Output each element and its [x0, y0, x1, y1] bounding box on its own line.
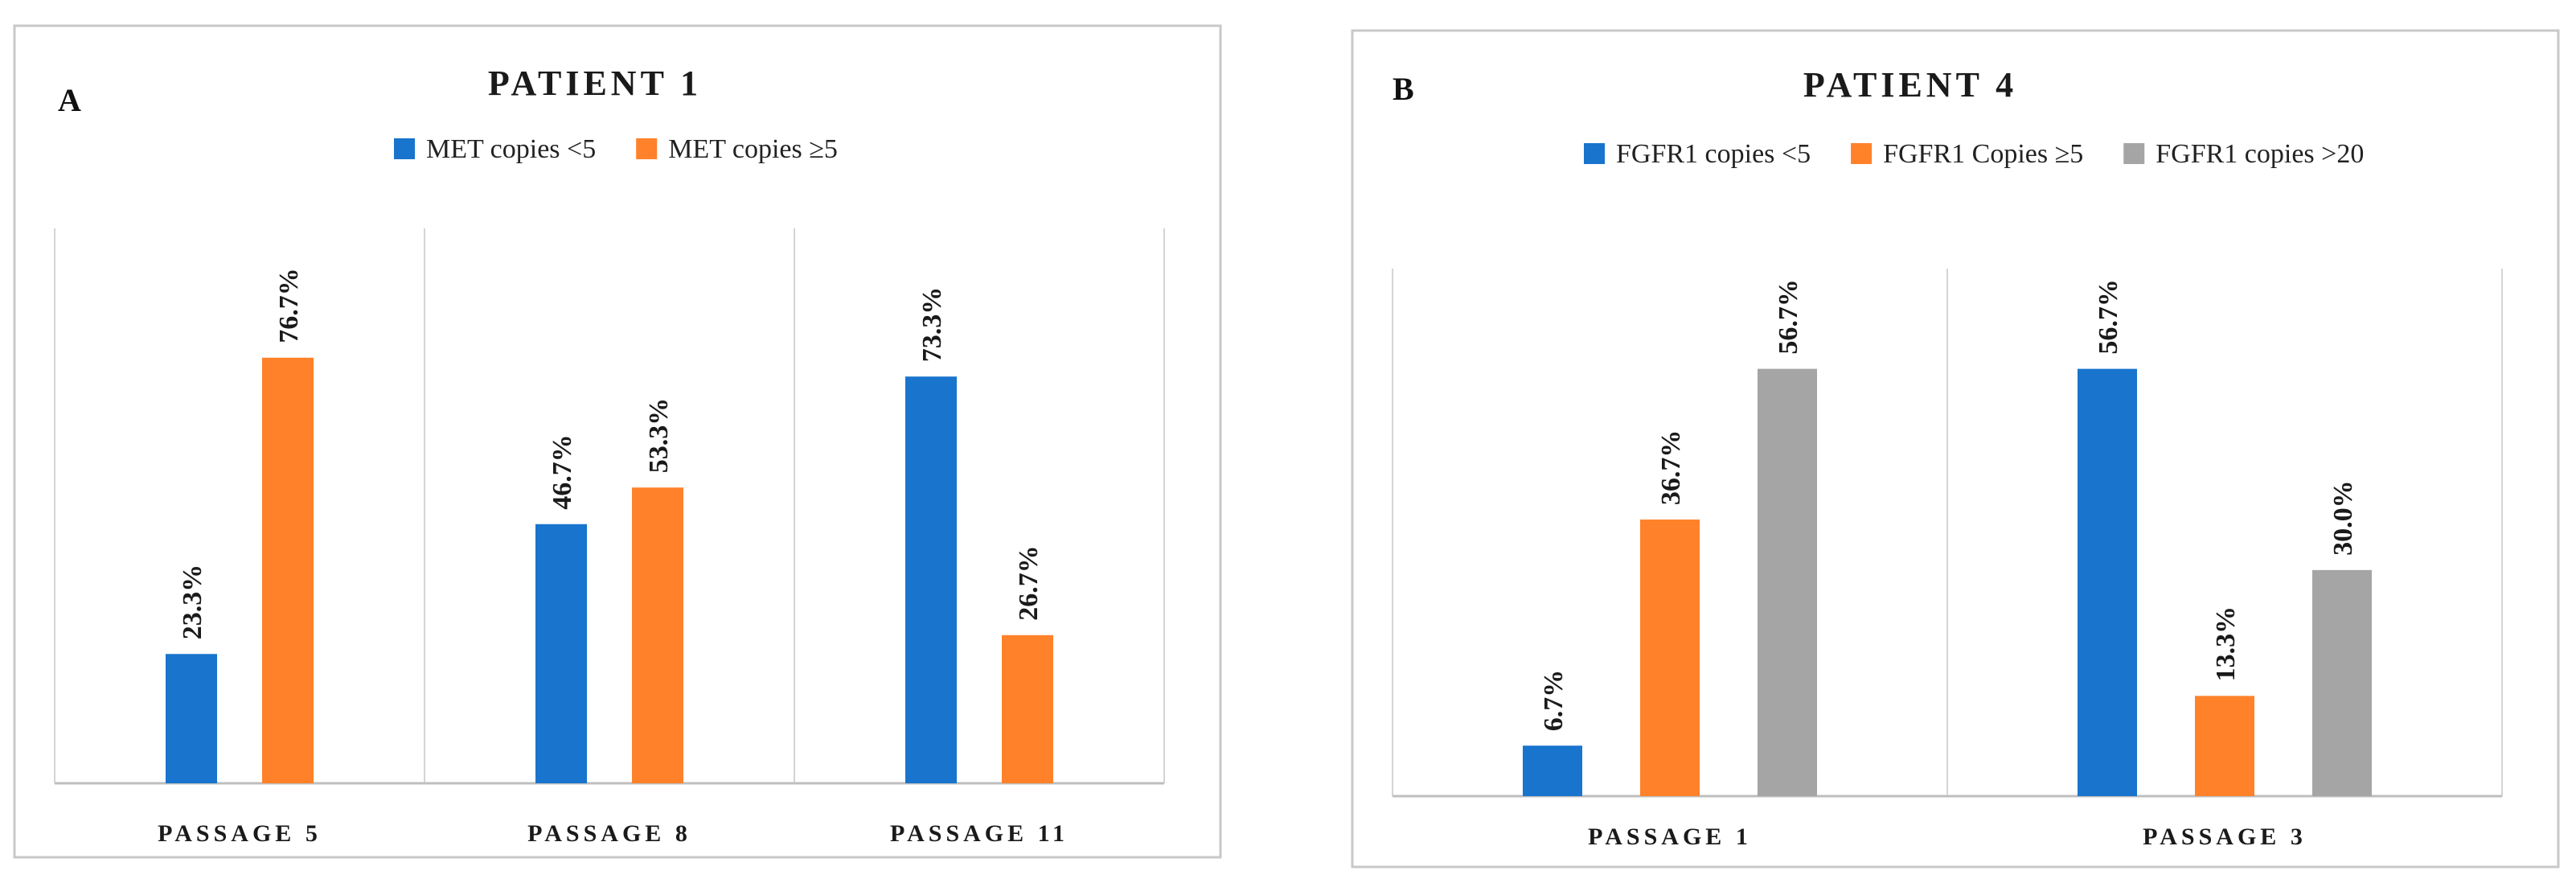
panel-b-chart: B PATIENT 4 FGFR1 copies <5 FGFR1 Copies …	[1351, 29, 2560, 869]
panel-b-legend-swatch	[1584, 143, 1605, 164]
panel-b-bar	[1640, 520, 1700, 796]
panel-b-legend-label: FGFR1 Copies ≥5	[1883, 139, 2083, 169]
panel-b-bar	[2195, 696, 2254, 796]
panel-b-legend-swatch	[1851, 143, 1873, 164]
panel-a-data-label: 23.3%	[178, 565, 207, 640]
panel-a-letter: A	[58, 82, 81, 118]
panel-b-data-label: 36.7%	[1656, 430, 1686, 506]
panel-a-legend: MET copies <5 MET copies ≥5	[394, 134, 838, 164]
panel-b-data-label: 13.3%	[2211, 606, 2241, 682]
panel-a-legend-swatch	[394, 138, 415, 159]
panel-b-legend-label: FGFR1 copies >20	[2156, 139, 2364, 169]
panel-a-bar	[535, 524, 587, 783]
panel-a-bar	[262, 357, 314, 783]
panel-b-category-label: PASSAGE 3	[2143, 823, 2307, 850]
panel-a-category-label: PASSAGE 5	[158, 820, 322, 847]
panel-a-data-label: 46.7%	[548, 434, 577, 510]
panel-a-legend-swatch	[636, 138, 658, 159]
panel-a-data-label: 73.3%	[917, 287, 947, 363]
panel-a-bar	[1002, 635, 1053, 783]
panel-b-data-label: 56.7%	[2094, 279, 2123, 355]
panel-a-category-label: PASSAGE 11	[890, 820, 1069, 847]
panel-b-data-label: 6.7%	[1539, 670, 1569, 732]
panel-b-bar	[1758, 368, 1817, 796]
panel-b-data-label: 30.0%	[2328, 480, 2358, 556]
panel-b-data-label: 56.7%	[1774, 279, 1803, 355]
panel-a-title: PATIENT 1	[488, 64, 702, 103]
panel-a-data-label: 76.7%	[274, 268, 304, 343]
panel-a-data-label: 26.7%	[1014, 545, 1044, 621]
panel-a-bar	[166, 654, 217, 783]
panel-b-bar	[2312, 569, 2372, 796]
panel-a-bar	[632, 487, 683, 783]
panel-a-data-label: 53.3%	[644, 398, 674, 474]
panel-b-plot-area: 6.7% 36.7% 56.7% PASSAGE 1 56.7% 13.3% 30.0% PA…	[1392, 269, 2503, 850]
panel-b-legend-label: FGFR1 copies <5	[1616, 139, 1811, 169]
panel-b-legend-swatch	[2123, 143, 2145, 164]
panel-a-chart: A PATIENT 1 MET copies <5 MET copies ≥5 2…	[13, 24, 1222, 859]
panel-a-plot-area: 23.3% 76.7% PASSAGE 5 46.7% 53.3% PASSAGE 8 73…	[54, 228, 1165, 847]
panel-b-bar	[2078, 368, 2137, 796]
panel-b-letter: B	[1393, 71, 1414, 107]
panel-a-category-label: PASSAGE 8	[527, 820, 691, 847]
panel-a-legend-label: MET copies <5	[426, 134, 596, 164]
panel-b-bar	[1523, 745, 1582, 796]
panel-a-legend-label: MET copies ≥5	[668, 134, 838, 164]
panel-b-category-label: PASSAGE 1	[1588, 823, 1752, 850]
panel-b-title: PATIENT 4	[1803, 65, 2017, 105]
panel-b-legend: FGFR1 copies <5 FGFR1 Copies ≥5 FGFR1 copi…	[1584, 139, 2364, 169]
panel-a-bar	[905, 376, 957, 783]
